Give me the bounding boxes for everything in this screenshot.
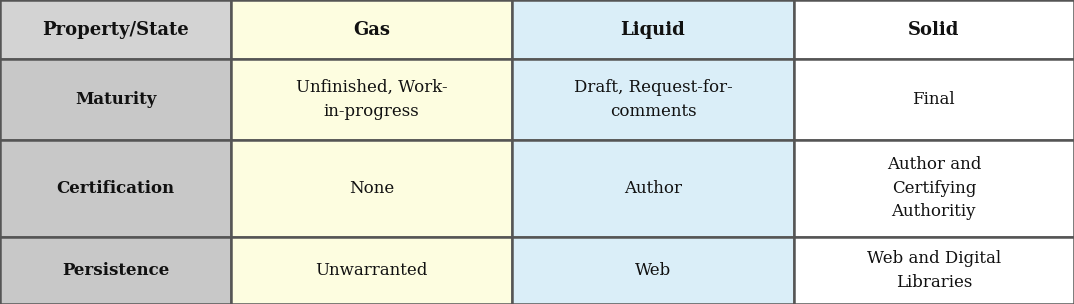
Bar: [512, 140, 794, 237]
Bar: [231, 0, 512, 59]
Bar: [231, 59, 512, 140]
Text: Solid: Solid: [909, 21, 959, 39]
Text: Liquid: Liquid: [621, 21, 685, 39]
Bar: [794, 0, 1074, 59]
Bar: [794, 59, 1074, 140]
Bar: [794, 140, 1074, 237]
Text: Web and Digital
Libraries: Web and Digital Libraries: [867, 250, 1001, 291]
Text: Author: Author: [624, 180, 682, 197]
Bar: [512, 0, 794, 59]
Bar: [0, 0, 231, 59]
Bar: [512, 237, 794, 304]
Text: None: None: [349, 180, 394, 197]
Bar: [512, 59, 794, 140]
Text: Draft, Request-for-
comments: Draft, Request-for- comments: [574, 79, 732, 120]
Text: Author and
Certifying
Authoritiy: Author and Certifying Authoritiy: [887, 157, 981, 220]
Text: Unwarranted: Unwarranted: [316, 262, 427, 279]
Text: Property/State: Property/State: [42, 21, 189, 39]
Bar: [0, 140, 231, 237]
Bar: [0, 59, 231, 140]
Text: Web: Web: [635, 262, 671, 279]
Text: Gas: Gas: [353, 21, 390, 39]
Bar: [231, 140, 512, 237]
Text: Persistence: Persistence: [62, 262, 169, 279]
Bar: [231, 237, 512, 304]
Bar: [794, 237, 1074, 304]
Text: Maturity: Maturity: [75, 91, 156, 108]
Text: Final: Final: [913, 91, 955, 108]
Text: Unfinished, Work-
in-progress: Unfinished, Work- in-progress: [295, 79, 448, 120]
Text: Certification: Certification: [57, 180, 174, 197]
Bar: [0, 237, 231, 304]
